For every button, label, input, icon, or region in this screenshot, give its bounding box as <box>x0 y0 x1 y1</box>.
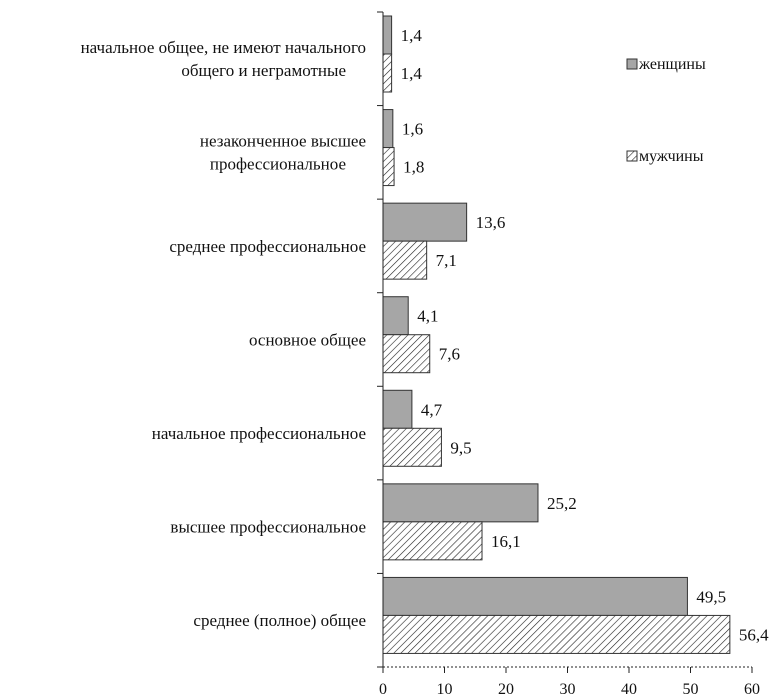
bar-men <box>382 147 395 187</box>
bar-men <box>382 521 483 561</box>
bar-women <box>382 15 393 55</box>
x-tick-label: 10 <box>437 681 453 698</box>
category-label: начальное общее, не имеют начального <box>81 38 366 57</box>
legend-swatch-women <box>626 58 638 70</box>
data-label: 7,6 <box>439 345 460 364</box>
data-label: 1,6 <box>402 120 423 139</box>
category-label: профессиональное <box>210 154 346 173</box>
legend-swatch-men <box>626 150 638 162</box>
legend-label: мужчины <box>639 148 704 165</box>
data-label: 13,6 <box>476 213 506 232</box>
bar-women <box>382 576 688 616</box>
data-label: 56,4 <box>739 625 769 644</box>
bar-women <box>382 483 539 523</box>
category-label: высшее профессиональное <box>170 518 366 537</box>
category-label: среднее профессиональное <box>169 237 366 256</box>
data-label: 1,4 <box>401 26 423 45</box>
bar-men <box>382 53 393 93</box>
x-tick-label: 20 <box>498 681 514 698</box>
data-label: 49,5 <box>696 587 726 606</box>
bar-women <box>382 109 394 149</box>
bar-men <box>382 334 431 374</box>
bar-women <box>382 389 413 429</box>
bar-men <box>382 240 428 280</box>
data-label: 1,4 <box>401 64 423 83</box>
x-tick-label: 60 <box>744 681 760 698</box>
bar-women <box>382 202 468 242</box>
bar-women <box>382 296 409 336</box>
data-label: 4,1 <box>417 307 438 326</box>
bar-men <box>382 614 731 654</box>
category-label: общего и неграмотные <box>181 61 346 80</box>
data-label: 16,1 <box>491 532 521 551</box>
category-label: среднее (полное) общее <box>193 611 366 630</box>
data-label: 1,8 <box>403 158 424 177</box>
data-label: 4,7 <box>421 400 443 419</box>
bar-men <box>382 427 442 467</box>
x-tick-label: 50 <box>683 681 699 698</box>
data-label: 25,2 <box>547 494 577 513</box>
data-label: 7,1 <box>436 251 457 270</box>
legend-label: женщины <box>638 56 706 73</box>
x-tick-label: 0 <box>379 681 387 698</box>
data-label: 9,5 <box>450 438 471 457</box>
category-label: начальное профессиональное <box>152 424 366 443</box>
x-tick-label: 40 <box>621 681 637 698</box>
category-label: незаконченное высшее <box>200 131 366 150</box>
category-label: основное общее <box>249 331 366 350</box>
x-tick-label: 30 <box>560 681 576 698</box>
